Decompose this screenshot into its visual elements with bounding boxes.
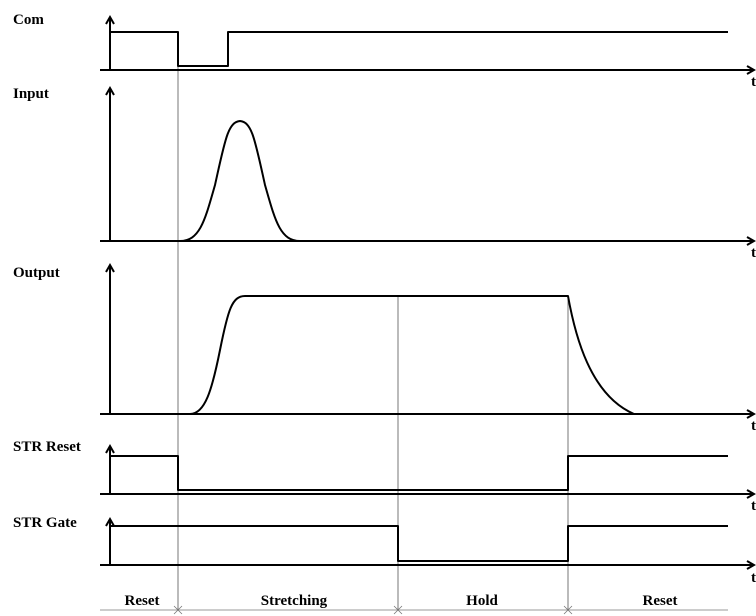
com-t-label: t	[751, 74, 756, 90]
str-reset-t-label: t	[751, 498, 756, 514]
com-signal	[110, 31, 728, 67]
phase-reset-2: Reset	[643, 593, 678, 609]
com-label: Com	[13, 12, 44, 28]
str-gate-t-label: t	[751, 570, 756, 586]
str-gate-label: STR Gate	[13, 515, 77, 531]
output-label: Output	[13, 265, 60, 281]
phase-hold: Hold	[466, 593, 498, 609]
str-gate-signal	[110, 525, 728, 562]
input-label: Input	[13, 86, 49, 102]
input-t-label: t	[751, 245, 756, 261]
input-pulse	[110, 120, 301, 242]
input-axes	[100, 85, 756, 246]
output-t-label: t	[751, 418, 756, 434]
str-reset-signal	[110, 455, 728, 491]
phase-stretching: Stretching	[261, 593, 328, 609]
phase-reset-1: Reset	[125, 593, 160, 609]
com-axes	[100, 14, 756, 75]
str-reset-label: STR Reset	[13, 439, 81, 455]
str-reset-axes	[100, 443, 756, 499]
output-axes	[100, 262, 756, 419]
output-signal	[110, 295, 635, 415]
phase-markers	[173, 605, 573, 615]
